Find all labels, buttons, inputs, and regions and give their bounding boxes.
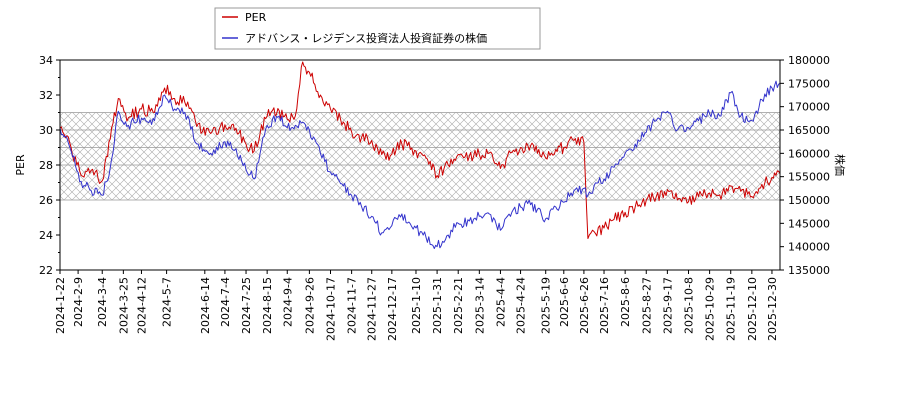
x-tick-label: 2024-5-7 [161, 277, 174, 327]
series-layer [60, 61, 780, 249]
right-tick-label: 170000 [788, 101, 830, 114]
right-tick-label: 150000 [788, 194, 830, 207]
x-tick-label: 2024-3-4 [96, 277, 109, 327]
right-axis: 135000 140000 145000 150000 155000 160000 1650… [780, 54, 830, 277]
x-tick-label: 2025-6-6 [558, 277, 571, 327]
x-tick-label: 2025-10-8 [682, 277, 695, 334]
legend-label-price: アドバンス・レジデンス投資法人投資証券の株価 [245, 31, 487, 45]
x-tick-label: 2024-9-26 [303, 277, 316, 334]
x-axis: 2024-1-22 2024-2-9 2024-3-4 2024-3-25 2024-4… [54, 270, 779, 341]
per-line [60, 61, 780, 239]
right-tick-label: 175000 [788, 77, 830, 90]
x-tick-label: 2024-4-12 [135, 277, 148, 334]
left-tick-label: 22 [39, 264, 53, 277]
x-tick-label: 2025-11-19 [725, 277, 738, 341]
x-tick-label: 2024-2-9 [72, 277, 85, 327]
x-tick-label: 2025-2-21 [452, 277, 465, 334]
x-tick-label: 2025-6-26 [578, 277, 591, 334]
left-tick-label: 28 [39, 159, 53, 172]
left-axis-label: PER [14, 154, 27, 176]
right-tick-label: 145000 [788, 217, 830, 230]
left-tick-label: 30 [39, 124, 53, 137]
x-tick-label: 2024-11-27 [366, 277, 379, 341]
x-tick-label: 2024-7-4 [219, 277, 232, 327]
x-tick-label: 2024-10-17 [325, 277, 338, 341]
per-hatched-band [60, 112, 780, 200]
x-tick-label: 2025-8-27 [640, 277, 653, 334]
x-tick-label: 2025-10-29 [704, 277, 717, 341]
x-tick-label: 2025-9-17 [661, 277, 674, 334]
left-tick-label: 34 [39, 54, 53, 67]
x-tick-label: 2024-7-25 [240, 277, 253, 334]
x-tick-label: 2025-8-6 [619, 277, 632, 327]
left-axis: 22 24 26 28 30 32 34 [39, 54, 60, 277]
x-tick-label: 2024-1-22 [54, 277, 67, 334]
x-tick-label: 2024-6-14 [199, 277, 212, 334]
right-tick-label: 165000 [788, 124, 830, 137]
legend-box [214, 7, 541, 50]
legend: PER アドバンス・レジデンス投資法人投資証券の株価 [214, 7, 541, 50]
legend-label-per: PER [245, 11, 267, 24]
left-tick-label: 24 [39, 229, 53, 242]
x-tick-label: 2025-1-10 [410, 277, 423, 334]
x-tick-label: 2024-8-15 [261, 277, 274, 334]
x-tick-label: 2025-5-19 [540, 277, 553, 334]
right-tick-label: 155000 [788, 171, 830, 184]
x-tick-label: 2024-3-25 [117, 277, 130, 334]
left-tick-label: 32 [39, 89, 53, 102]
price-line [60, 80, 780, 249]
x-tick-label: 2024-11-7 [346, 277, 359, 334]
x-tick-label: 2025-4-4 [494, 277, 507, 327]
right-axis-label: 株価 [833, 154, 847, 176]
x-tick-label: 2025-12-30 [766, 277, 779, 341]
left-tick-label: 26 [39, 194, 53, 207]
x-tick-label: 2025-4-24 [515, 277, 528, 334]
x-tick-label: 2024-9-4 [281, 277, 294, 327]
x-tick-label: 2025-3-14 [473, 277, 486, 334]
per-band-layer [60, 112, 780, 201]
right-tick-label: 135000 [788, 264, 830, 277]
x-tick-label: 2024-12-17 [386, 277, 399, 341]
x-tick-label: 2025-7-16 [598, 277, 611, 334]
right-tick-label: 140000 [788, 241, 830, 254]
x-tick-label: 2025-1-31 [431, 277, 444, 334]
right-tick-label: 180000 [788, 54, 830, 67]
right-tick-label: 160000 [788, 147, 830, 160]
x-tick-label: 2025-12-10 [746, 277, 759, 341]
